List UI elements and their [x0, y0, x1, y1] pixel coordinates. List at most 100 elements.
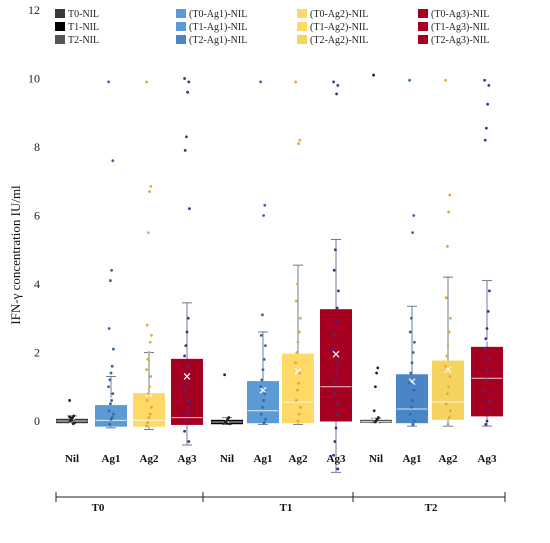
data-point — [446, 244, 449, 248]
legend-entry: (T1-Ag1)-NIL — [176, 22, 247, 33]
data-point — [294, 80, 297, 84]
data-point — [112, 412, 115, 416]
data-point — [147, 351, 151, 354]
data-point — [188, 399, 191, 402]
box-rect — [396, 374, 428, 424]
legend-swatch — [297, 9, 307, 18]
legend-swatch — [55, 35, 65, 44]
legend-entry: T2-NIL — [55, 35, 99, 46]
data-point — [483, 347, 486, 351]
data-point — [298, 138, 302, 142]
data-point — [486, 409, 490, 413]
legend-label: (T1-Ag2)-NIL — [310, 22, 368, 33]
legend-swatch — [176, 22, 186, 31]
data-point — [487, 83, 491, 87]
data-point — [294, 361, 297, 365]
x-category-label: Nil — [220, 453, 234, 465]
data-point — [68, 399, 71, 402]
data-point — [187, 364, 191, 368]
data-point — [484, 423, 488, 426]
data-point — [332, 347, 335, 351]
legend-entry: T1-NIL — [55, 22, 99, 33]
data-point — [298, 371, 302, 375]
data-point — [110, 364, 114, 368]
data-point — [108, 378, 112, 382]
x-group-label: T1 — [280, 502, 293, 514]
mean-marker — [332, 350, 340, 358]
legend-label: (T2-Ag3)-NIL — [431, 35, 489, 46]
data-point — [372, 73, 375, 77]
box-T1-Nil — [211, 373, 243, 426]
mean-marker — [107, 395, 115, 403]
legend-entry: (T2-Ag1)-NIL — [176, 35, 247, 46]
legend-label: T0-NIL — [68, 9, 99, 20]
data-point — [295, 351, 299, 354]
data-point — [410, 405, 413, 409]
data-point — [188, 207, 191, 211]
data-point — [445, 354, 449, 358]
data-point — [372, 409, 376, 413]
legend-entry: T0-NIL — [55, 9, 99, 20]
legend-entry: (T0-Ag1)-NIL — [176, 9, 247, 20]
data-point — [411, 231, 414, 235]
legend-entry: (T0-Ag2)-NIL — [297, 9, 368, 20]
data-point — [448, 193, 452, 197]
legend-label: T1-NIL — [68, 22, 99, 33]
data-point — [70, 418, 74, 422]
data-point — [146, 357, 150, 361]
data-point — [334, 320, 338, 324]
data-point — [487, 357, 491, 361]
data-point — [410, 316, 413, 320]
data-point — [262, 421, 266, 425]
x-category-label: Nil — [369, 453, 383, 465]
legend-entry: (T2-Ag3)-NIL — [418, 35, 489, 46]
data-point — [412, 214, 416, 217]
box-rect — [133, 393, 165, 427]
data-point — [263, 392, 267, 395]
data-point — [186, 371, 190, 375]
y-tick-label: 2 — [34, 346, 40, 360]
x-category-label: Ag1 — [102, 453, 121, 465]
x-group-label: T0 — [92, 502, 105, 514]
x-category-label: Ag2 — [289, 453, 308, 465]
data-point — [337, 289, 340, 293]
data-point — [335, 92, 338, 96]
box-T1-Ag1 — [247, 80, 279, 425]
data-point — [150, 405, 153, 409]
data-point — [183, 388, 187, 392]
mean-marker — [183, 373, 191, 380]
data-point — [485, 126, 488, 130]
y-tick-label: 6 — [34, 209, 40, 223]
data-point — [183, 354, 187, 358]
data-point — [485, 419, 489, 423]
legend-swatch — [55, 22, 65, 31]
data-point — [262, 357, 266, 361]
data-point — [447, 330, 451, 334]
data-point — [411, 423, 415, 426]
legend-swatch — [176, 9, 186, 18]
legend-label: (T2-Ag1)-NIL — [189, 35, 247, 46]
mean-marker — [259, 386, 267, 394]
data-point — [332, 392, 336, 395]
data-point — [183, 77, 187, 80]
data-point — [148, 340, 152, 344]
box-rect — [432, 360, 464, 420]
data-point — [149, 375, 153, 378]
x-category-label: Ag3 — [478, 453, 497, 465]
legend-swatch — [418, 9, 428, 18]
data-point — [375, 371, 378, 375]
y-tick-label: 8 — [34, 140, 40, 154]
data-point — [111, 159, 115, 163]
data-point — [485, 378, 488, 382]
box-T2-Nil — [360, 73, 392, 425]
data-point — [150, 333, 153, 337]
x-axis: Nil Ag1 Ag2 Ag3 Nil Ag1 Ag2 Ag3 Nil Ag1 Ag2 Ag3 T0 T1… — [55, 453, 506, 514]
legend-entry: (T2-Ag2)-NIL — [297, 35, 368, 46]
data-point — [183, 149, 187, 152]
data-point — [335, 412, 339, 416]
data-point — [107, 385, 110, 389]
data-point — [446, 344, 450, 348]
data-point — [71, 422, 75, 426]
legend-swatch — [418, 35, 428, 44]
data-point — [449, 316, 452, 320]
